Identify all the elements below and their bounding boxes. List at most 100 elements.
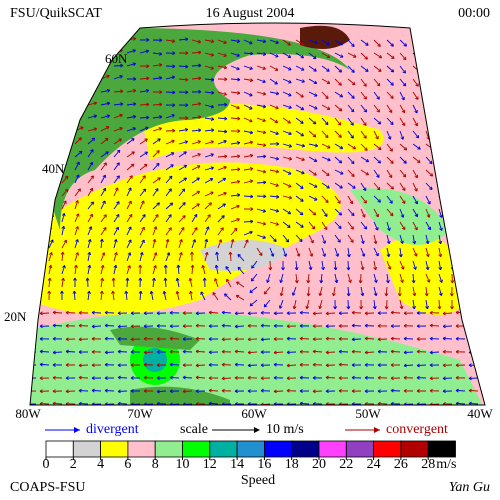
wind-arrow xyxy=(438,273,443,283)
wind-arrow-head xyxy=(286,350,290,355)
wind-arrow-head xyxy=(184,127,189,132)
wind-arrow-head xyxy=(273,389,277,394)
wind-arrow xyxy=(74,36,84,41)
wind-arrow xyxy=(204,140,214,145)
wind-arrow xyxy=(61,213,65,223)
wind-arrow-head xyxy=(117,349,121,354)
wind-arrow-head xyxy=(158,115,163,119)
wind-arrow-head xyxy=(387,136,392,140)
wind-arrow-head xyxy=(116,162,120,166)
wind-arrow xyxy=(234,325,245,328)
wind-arrow-head xyxy=(169,324,173,329)
wind-arrow-head xyxy=(402,173,407,178)
wind-arrow-head xyxy=(268,267,273,271)
wind-arrow xyxy=(113,201,120,210)
wind-arrow xyxy=(425,234,429,244)
wind-arrow xyxy=(273,351,284,354)
wind-arrow xyxy=(347,182,356,189)
wind-arrow-head xyxy=(322,240,327,244)
wind-arrow xyxy=(35,200,39,210)
wind-arrow-head xyxy=(247,375,251,380)
wind-arrow-head xyxy=(190,251,194,255)
wind-arrow-head xyxy=(223,40,227,45)
wind-arrow xyxy=(347,91,355,99)
wind-arrow-head xyxy=(467,96,471,100)
wind-arrow-head xyxy=(104,376,108,381)
wind-arrow-head xyxy=(465,305,469,309)
wind-arrow xyxy=(139,90,149,93)
wind-arrow-head xyxy=(169,349,173,354)
wind-arrow-head xyxy=(91,324,95,329)
wind-arrow xyxy=(308,52,317,60)
wind-arrow xyxy=(113,175,120,184)
wind-arrow-head xyxy=(299,389,303,393)
wind-arrow-head xyxy=(39,376,43,381)
wind-arrow-head xyxy=(63,239,67,244)
wind-arrow-head xyxy=(142,214,146,218)
footer-right: Yan Gu xyxy=(449,480,490,495)
wind-arrow xyxy=(204,129,214,132)
wind-arrow xyxy=(204,91,214,94)
wind-arrow-head xyxy=(425,253,430,257)
wind-arrow-head xyxy=(153,226,158,230)
wind-arrow xyxy=(347,234,354,243)
wind-arrow xyxy=(191,264,194,275)
wind-arrow-head xyxy=(373,240,378,245)
wind-arrow xyxy=(451,234,456,244)
wind-arrow-head xyxy=(376,82,381,87)
wind-arrow-head xyxy=(351,173,355,177)
wind-arrow-head xyxy=(312,362,316,367)
colorbar-tick-label: 18 xyxy=(285,457,299,472)
wind-arrow-head xyxy=(403,350,407,355)
wind-arrow-head xyxy=(338,107,343,112)
wind-arrow-head xyxy=(363,135,367,139)
wind-arrow-head xyxy=(391,55,395,59)
wind-arrow-head xyxy=(116,201,120,205)
wind-arrow xyxy=(347,39,355,47)
wind-arrow-head xyxy=(36,265,41,269)
wind-arrow xyxy=(321,143,331,149)
wind-arrow-head xyxy=(208,388,212,393)
wind-arrow xyxy=(325,351,336,353)
wind-arrow-head xyxy=(412,240,417,245)
wind-arrow-head xyxy=(65,363,69,367)
wind-arrow-head xyxy=(442,146,447,151)
wind-arrow-head xyxy=(312,337,316,342)
wind-arrow-head xyxy=(176,264,181,268)
wind-arrow-head xyxy=(89,187,94,192)
wind-arrow xyxy=(74,150,83,158)
wind-arrow-head xyxy=(390,324,394,329)
wind-arrow xyxy=(321,247,326,257)
wind-arrow-head xyxy=(479,44,484,49)
wind-arrow-head xyxy=(351,337,355,342)
wind-arrow-head xyxy=(350,226,354,230)
title-date: 16 August 2004 xyxy=(206,6,295,21)
wind-arrow-head xyxy=(401,226,406,230)
wind-arrow-head xyxy=(249,92,253,97)
wind-arrow xyxy=(464,91,471,100)
wind-arrow xyxy=(451,117,457,127)
wind-arrow-head xyxy=(194,227,198,231)
wind-arrow xyxy=(477,299,481,309)
wind-arrow-head xyxy=(327,145,331,149)
wind-arrow xyxy=(191,214,198,223)
wind-arrow-head xyxy=(202,277,207,281)
wind-arrow xyxy=(347,195,354,204)
wind-arrow xyxy=(438,247,442,257)
wind-arrow-head xyxy=(442,349,446,354)
wind-arrow-head xyxy=(113,264,118,269)
wind-arrow xyxy=(74,239,79,249)
wind-arrow xyxy=(334,221,342,229)
wind-arrow xyxy=(243,91,253,97)
wind-arrow xyxy=(442,338,453,340)
wind-arrow-head xyxy=(306,280,311,284)
wind-arrow-head xyxy=(149,290,154,295)
colorbar-box xyxy=(318,440,347,458)
wind-arrow-head xyxy=(130,363,134,367)
wind-arrow xyxy=(126,89,136,93)
wind-arrow xyxy=(373,273,377,283)
wind-arrow xyxy=(399,234,404,244)
wind-arrow-head xyxy=(87,264,92,269)
wind-arrow xyxy=(334,91,343,98)
wind-arrow-head xyxy=(376,96,380,100)
